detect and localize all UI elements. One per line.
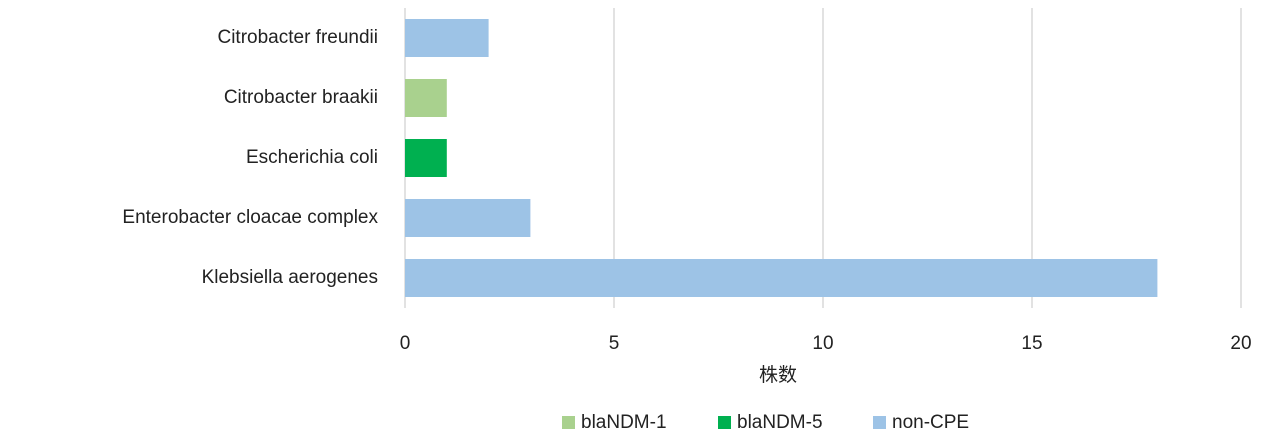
y-tick-label: Klebsiella aerogenes — [202, 267, 378, 288]
x-tick-label: 5 — [609, 333, 620, 354]
bar — [405, 259, 1158, 297]
x-tick-label: 10 — [812, 333, 833, 354]
y-tick-label: Escherichia coli — [246, 147, 378, 168]
bar — [405, 79, 447, 117]
x-tick-label: 15 — [1021, 333, 1042, 354]
legend-label: blaNDM-1 — [581, 412, 667, 433]
y-tick-label: Citrobacter braakii — [224, 87, 378, 108]
legend-label: blaNDM-5 — [737, 412, 823, 433]
legend-swatch — [562, 416, 575, 429]
legend-label: non-CPE — [892, 412, 969, 433]
y-tick-label: Citrobacter freundii — [217, 27, 378, 48]
x-tick-label: 0 — [400, 333, 411, 354]
legend-swatch — [718, 416, 731, 429]
legend-swatch — [873, 416, 886, 429]
bar — [405, 139, 447, 177]
bar — [405, 199, 531, 237]
x-tick-label: 20 — [1230, 333, 1251, 354]
y-tick-label: Enterobacter cloacae complex — [122, 207, 378, 228]
x-axis-title: 株数 — [759, 364, 797, 386]
bar — [405, 19, 489, 57]
